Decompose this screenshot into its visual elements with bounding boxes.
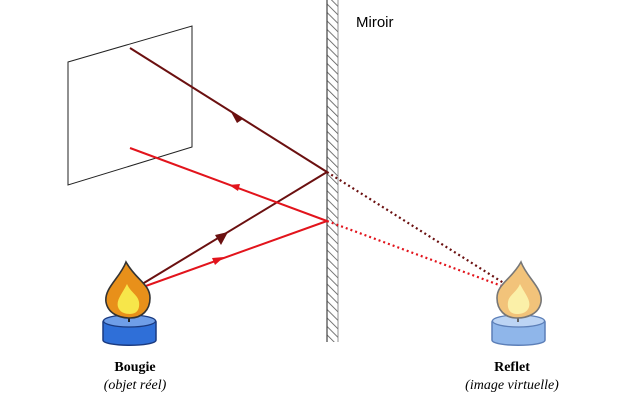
- mirror-label: Miroir: [356, 14, 394, 31]
- candle-subtitle: (objet réel): [103, 378, 167, 393]
- virtual-ray-red: [326, 219, 519, 294]
- incident-ray-red: [128, 220, 328, 293]
- reflection-title: Reflet: [494, 360, 530, 375]
- arrowhead-reflected-red: [229, 184, 240, 191]
- reflected-ray-red: [129, 147, 328, 222]
- arrowhead-incident-red: [212, 257, 224, 265]
- flame-inner: [117, 284, 140, 314]
- reflection-flame-inner: [507, 284, 530, 314]
- arrowhead-incident-dark: [215, 232, 228, 245]
- reflection-subtitle: (image virtuelle): [465, 378, 559, 393]
- candle-icon: [102, 260, 157, 346]
- arrowhead-reflected-dark: [231, 112, 243, 123]
- observation-screen: [67, 25, 193, 186]
- reflected-ray-dark: [129, 47, 328, 173]
- candle-reflection-icon: [491, 260, 546, 346]
- mirror: [327, 0, 338, 342]
- candle-title: Bougie: [114, 360, 156, 375]
